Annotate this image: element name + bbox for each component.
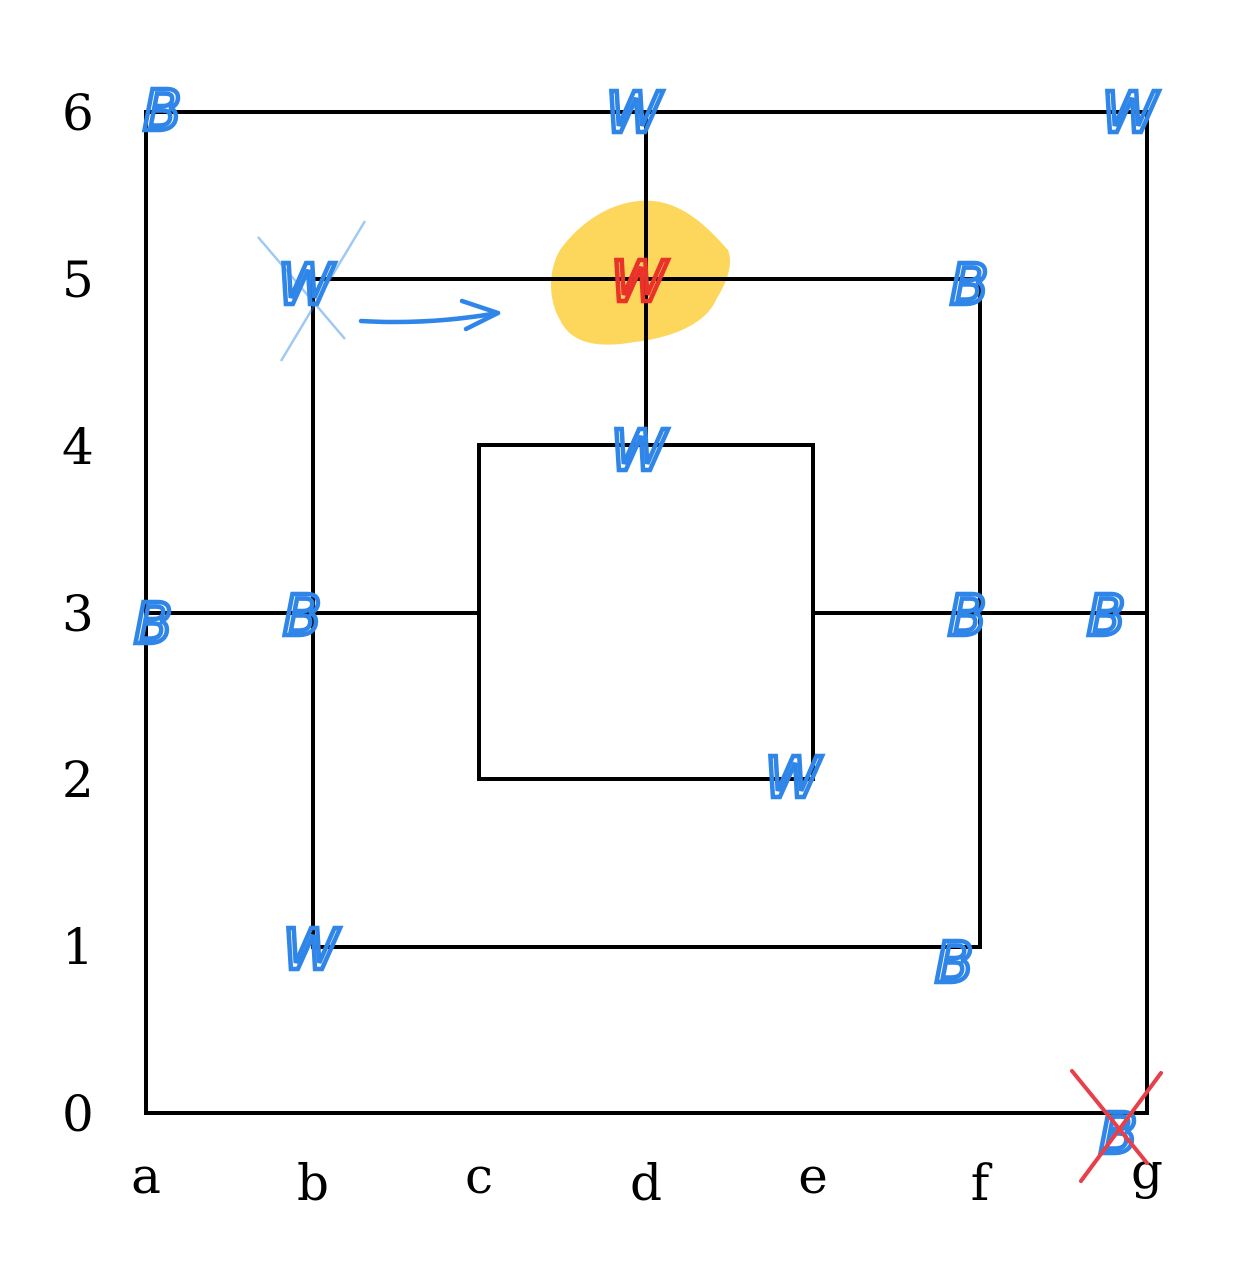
column-label-f: f	[971, 1154, 993, 1212]
column-label-b: b	[297, 1154, 329, 1212]
row-label-4: 4	[62, 418, 94, 476]
column-label-c: c	[465, 1147, 493, 1205]
column-labels: a b c d e f g	[131, 1142, 1163, 1212]
row-label-0: 0	[62, 1085, 94, 1143]
piece-g6: W	[1102, 81, 1160, 146]
move-arrow	[358, 310, 501, 325]
highlight-marker	[551, 200, 731, 345]
pieces-layer: B W WW W BWB B B BWW BB	[132, 77, 1163, 1170]
piece-b5: W	[278, 253, 336, 318]
inner-square	[477, 443, 815, 781]
piece-d4: W	[611, 419, 669, 484]
removed-cross-stroke	[257, 236, 346, 340]
marks-layer	[257, 220, 1163, 1183]
row-labels: 6 5 4 3 2 1 0	[62, 84, 94, 1143]
row-label-2: 2	[62, 751, 94, 809]
piece-d5: W	[611, 250, 669, 315]
piece-f1: B	[935, 931, 973, 996]
piece-a6: B	[143, 79, 181, 144]
piece-e2: W	[765, 746, 823, 811]
move-arrow-head	[459, 298, 501, 332]
piece-f5: B	[950, 253, 988, 318]
piece-d6: W	[606, 81, 664, 146]
row-label-1: 1	[62, 918, 94, 976]
row-label-6: 6	[62, 84, 94, 142]
piece-b1: W	[283, 918, 341, 983]
column-label-d: d	[630, 1154, 662, 1212]
piece-f3: B	[948, 584, 986, 649]
crossed-out-stroke	[1070, 1069, 1149, 1165]
removed-cross-stroke	[279, 220, 367, 362]
piece-g3: B	[1087, 584, 1125, 649]
column-label-a: a	[131, 1147, 161, 1205]
row-label-3: 3	[62, 585, 94, 643]
column-label-e: e	[798, 1147, 828, 1205]
row-label-5: 5	[62, 251, 94, 309]
board-lines	[144, 110, 1149, 1115]
piece-a3: B	[134, 592, 172, 657]
piece-b3: B	[283, 584, 321, 649]
crossed-out-stroke	[1079, 1071, 1163, 1183]
